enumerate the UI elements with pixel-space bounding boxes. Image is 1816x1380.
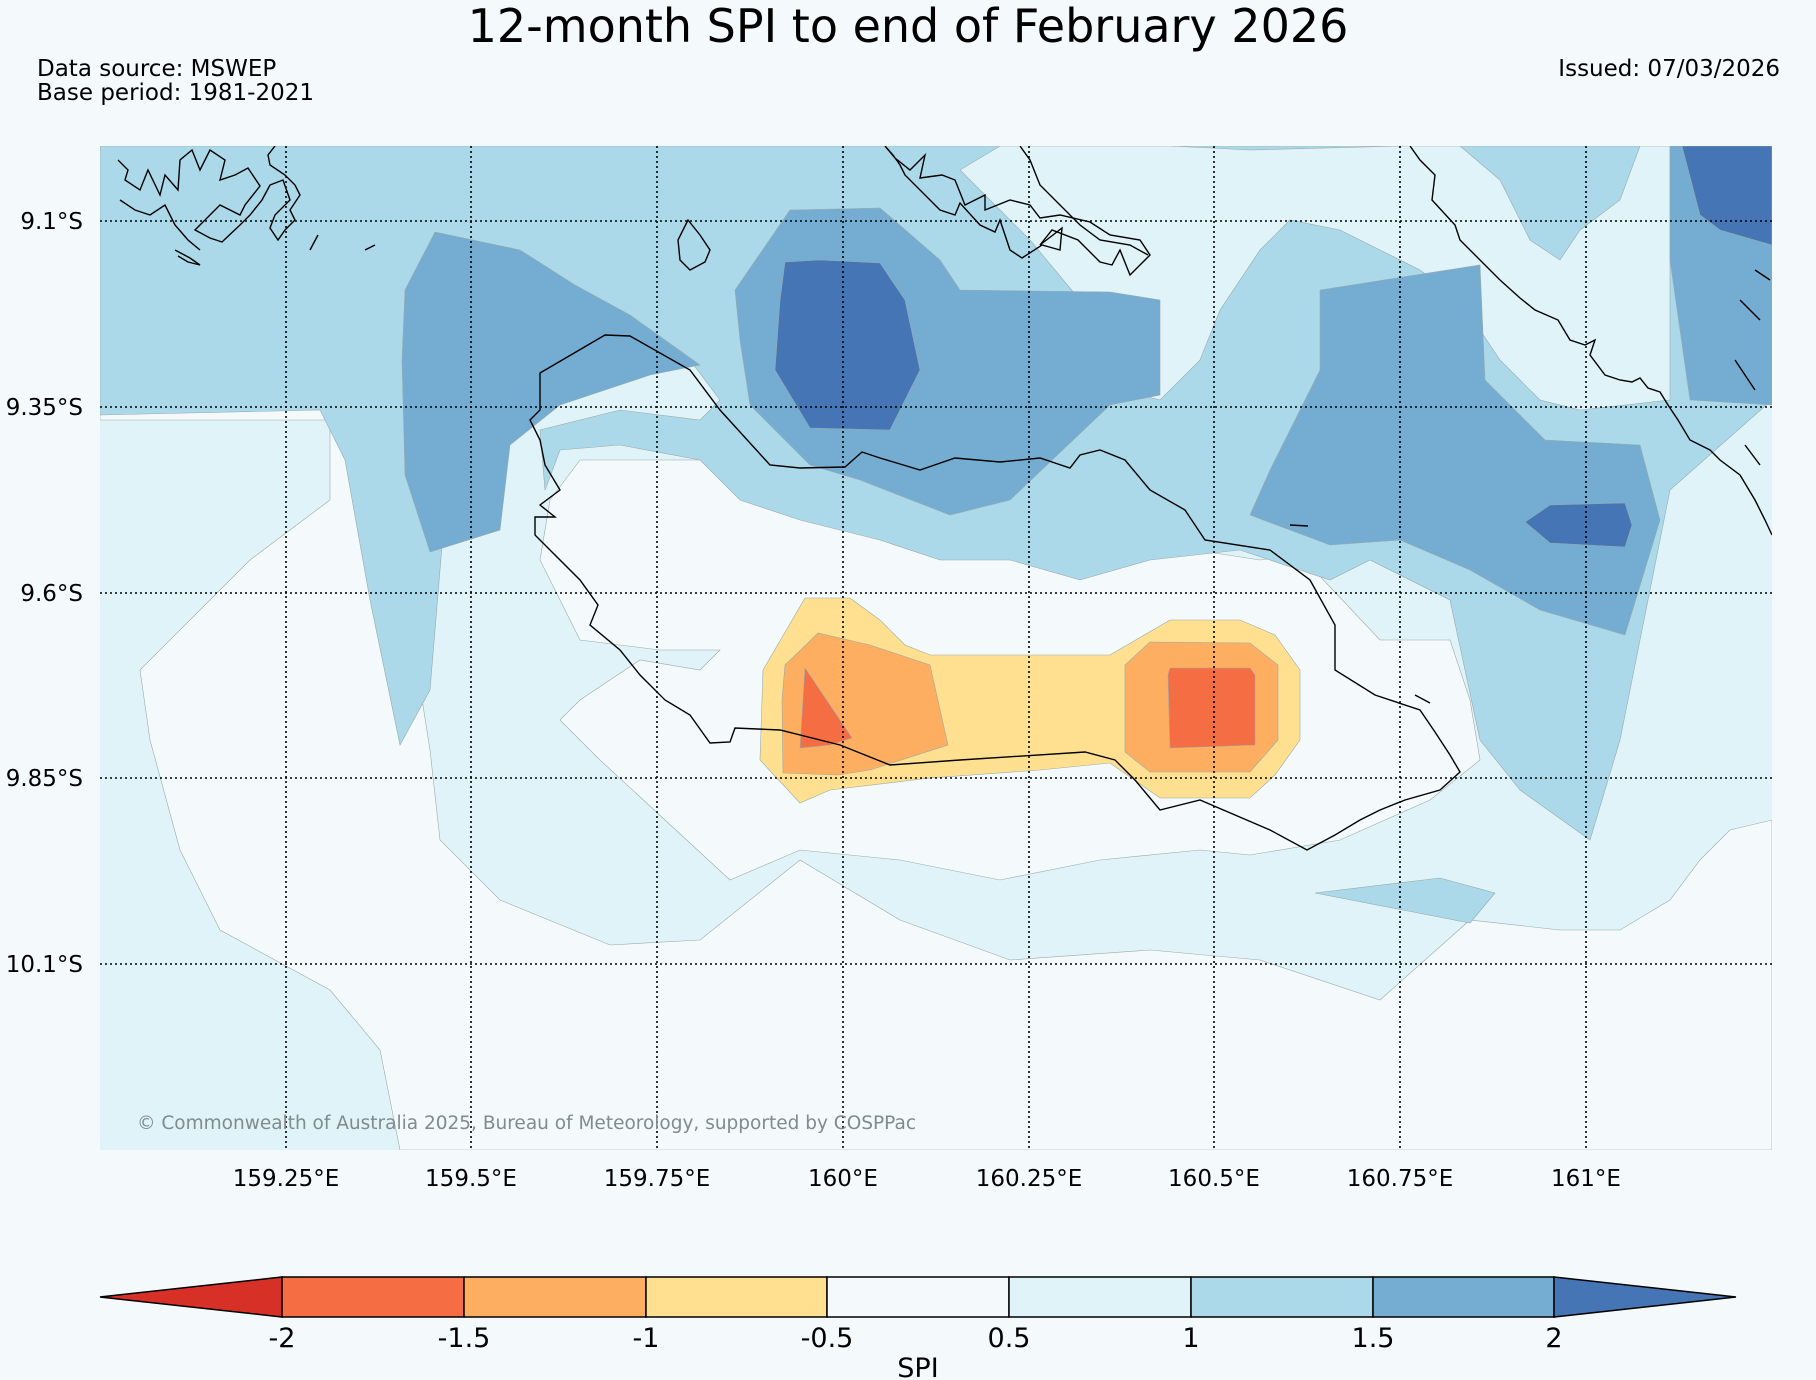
coastline-russell-islands-2 [119,199,201,251]
contour-1.5-2-west [401,231,701,553]
lat-label: 9.1°S [20,209,83,235]
lat-label: 9.85°S [6,766,83,792]
lon-label: 159.5°E [425,1166,517,1192]
lon-label: 160.5°E [1168,1166,1260,1192]
colorbar-tick: 0.5 [988,1323,1031,1354]
coastlines [117,146,1772,851]
colorbar-segment [826,1276,1010,1318]
coastline-florida-islands [884,146,1151,277]
copyright-notice: © Commonwealth of Australia 2025, Bureau… [137,1113,917,1134]
coastline-savo [677,218,711,271]
coastline-islet-8 [1754,269,1771,281]
contour-above-2-northeast [1681,146,1772,246]
base-period: Base period: 1981-2021 [37,80,315,106]
lon-label: 160.75°E [1347,1166,1454,1192]
lon-label: 159.75°E [604,1166,711,1192]
colorbar-tick: -1.5 [438,1323,491,1354]
contour-dry-2-1.5-east [1167,667,1256,749]
coastline-guadalcanal [529,334,1461,851]
colorbar-segment [1190,1276,1374,1318]
coastline-russell-islands-3 [174,249,201,266]
contour-dry-2-1.5 [799,667,853,749]
contour-near-normal-west [100,389,1772,1150]
colorbar-segment [281,1276,465,1318]
coastline-islet-6 [1734,359,1756,391]
colorbar-tick: -1 [633,1323,660,1354]
colorbar-tick: 1 [1182,1323,1199,1354]
lat-label: 9.35°S [6,395,83,421]
page-title: 12-month SPI to end of February 2026 [467,0,1349,53]
coastline-florida-islands-2 [1019,146,1149,256]
colorbar-extend-low [99,1276,283,1318]
coastline-islet-1 [364,244,376,251]
lon-label: 159.25°E [233,1166,340,1192]
lon-label: 160.25°E [976,1166,1083,1192]
lon-label: 160°E [808,1166,878,1192]
colorbar-tick: 1.5 [1352,1323,1395,1354]
colorbar-segment [1008,1276,1192,1318]
contour-above-2-east [1524,502,1633,548]
lat-label: 9.6°S [20,581,83,607]
spi-contour-field [100,146,1772,1150]
coastline-russell-islands [117,146,301,243]
colorbar-label: SPI [897,1353,938,1380]
coastline-islet-3 [1289,524,1309,527]
data-source: Data source: MSWEP [37,56,277,82]
coastline-islet-2 [309,234,319,251]
colorbar-tick: -2 [269,1323,296,1354]
lon-label: 161°E [1551,1166,1621,1192]
coastline-islet-4 [1414,694,1431,704]
coastline-malaita [1409,146,1772,536]
contour-above-2-center [774,259,921,431]
colorbar [99,1276,1737,1318]
coastline-islet-5 [1744,444,1761,466]
colorbar-tick: 2 [1545,1323,1562,1354]
issued-date: Issued: 07/03/2026 [1558,56,1780,82]
colorbar-segment [1372,1276,1555,1318]
lat-label: 10.1°S [6,952,83,978]
coastline-islet-7 [1739,299,1761,321]
colorbar-tick: -0.5 [801,1323,854,1354]
graticule [100,146,1772,1150]
contour-1-1.5-southeast [1314,877,1496,924]
colorbar-segment [463,1276,647,1318]
colorbar-extend-high [1553,1276,1737,1318]
colorbar-segment [645,1276,828,1318]
